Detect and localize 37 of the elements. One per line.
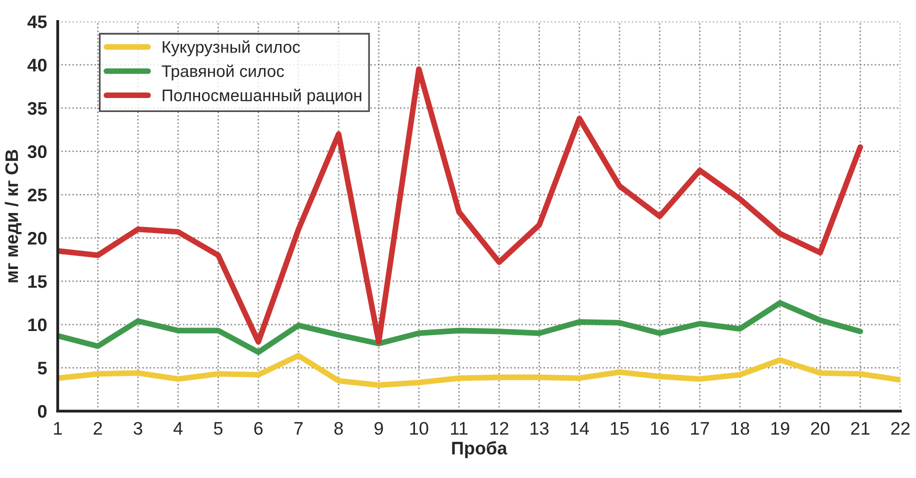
- x-tick-label: 4: [173, 422, 183, 435]
- x-tick-label: 6: [254, 422, 263, 435]
- x-axis-title: Проба: [452, 441, 508, 458]
- x-tick-label: 12: [490, 422, 508, 435]
- x-tick-label: 11: [451, 422, 468, 435]
- x-tick-label: 8: [334, 422, 343, 435]
- x-tick-label: 10: [410, 422, 428, 435]
- y-tick-label: 15: [28, 275, 47, 288]
- x-tick-label: 22: [891, 422, 910, 435]
- x-tick-label: 21: [851, 422, 870, 435]
- y-tick-label: 5: [38, 362, 47, 375]
- y-tick-label: 10: [28, 318, 47, 332]
- legend-label: Травяной силос: [162, 64, 284, 80]
- x-tick-label: 20: [811, 422, 830, 435]
- y-tick-label: 40: [27, 58, 47, 72]
- x-tick-label: 15: [610, 422, 629, 435]
- x-tick-label: 5: [214, 422, 222, 435]
- x-tick-label: 13: [530, 422, 549, 435]
- x-tick-label: 2: [94, 422, 102, 435]
- x-tick-label: 18: [731, 422, 750, 435]
- legend-label: Полносмешанный рацион: [162, 88, 362, 105]
- y-tick-label: 0: [38, 405, 47, 418]
- y-tick-label: 20: [28, 232, 47, 245]
- y-tick-label: 30: [28, 145, 47, 158]
- y-tick-label: 45: [27, 16, 47, 28]
- x-tick-label: 9: [374, 422, 383, 435]
- y-tick-label: 25: [28, 188, 47, 202]
- y-tick-label: 35: [28, 102, 47, 115]
- x-tick-label: 3: [134, 422, 142, 435]
- y-axis-title: мг меди / кг СВ: [4, 150, 22, 282]
- x-tick-label: 14: [570, 422, 589, 435]
- x-tick-label: 7: [294, 422, 303, 435]
- x-tick-label: 1: [54, 422, 62, 435]
- x-tick-label: 19: [771, 422, 790, 435]
- x-tick-label: 17: [691, 422, 709, 435]
- x-tick-label: 16: [650, 422, 669, 435]
- legend-label: Кукурузный силос: [162, 40, 300, 56]
